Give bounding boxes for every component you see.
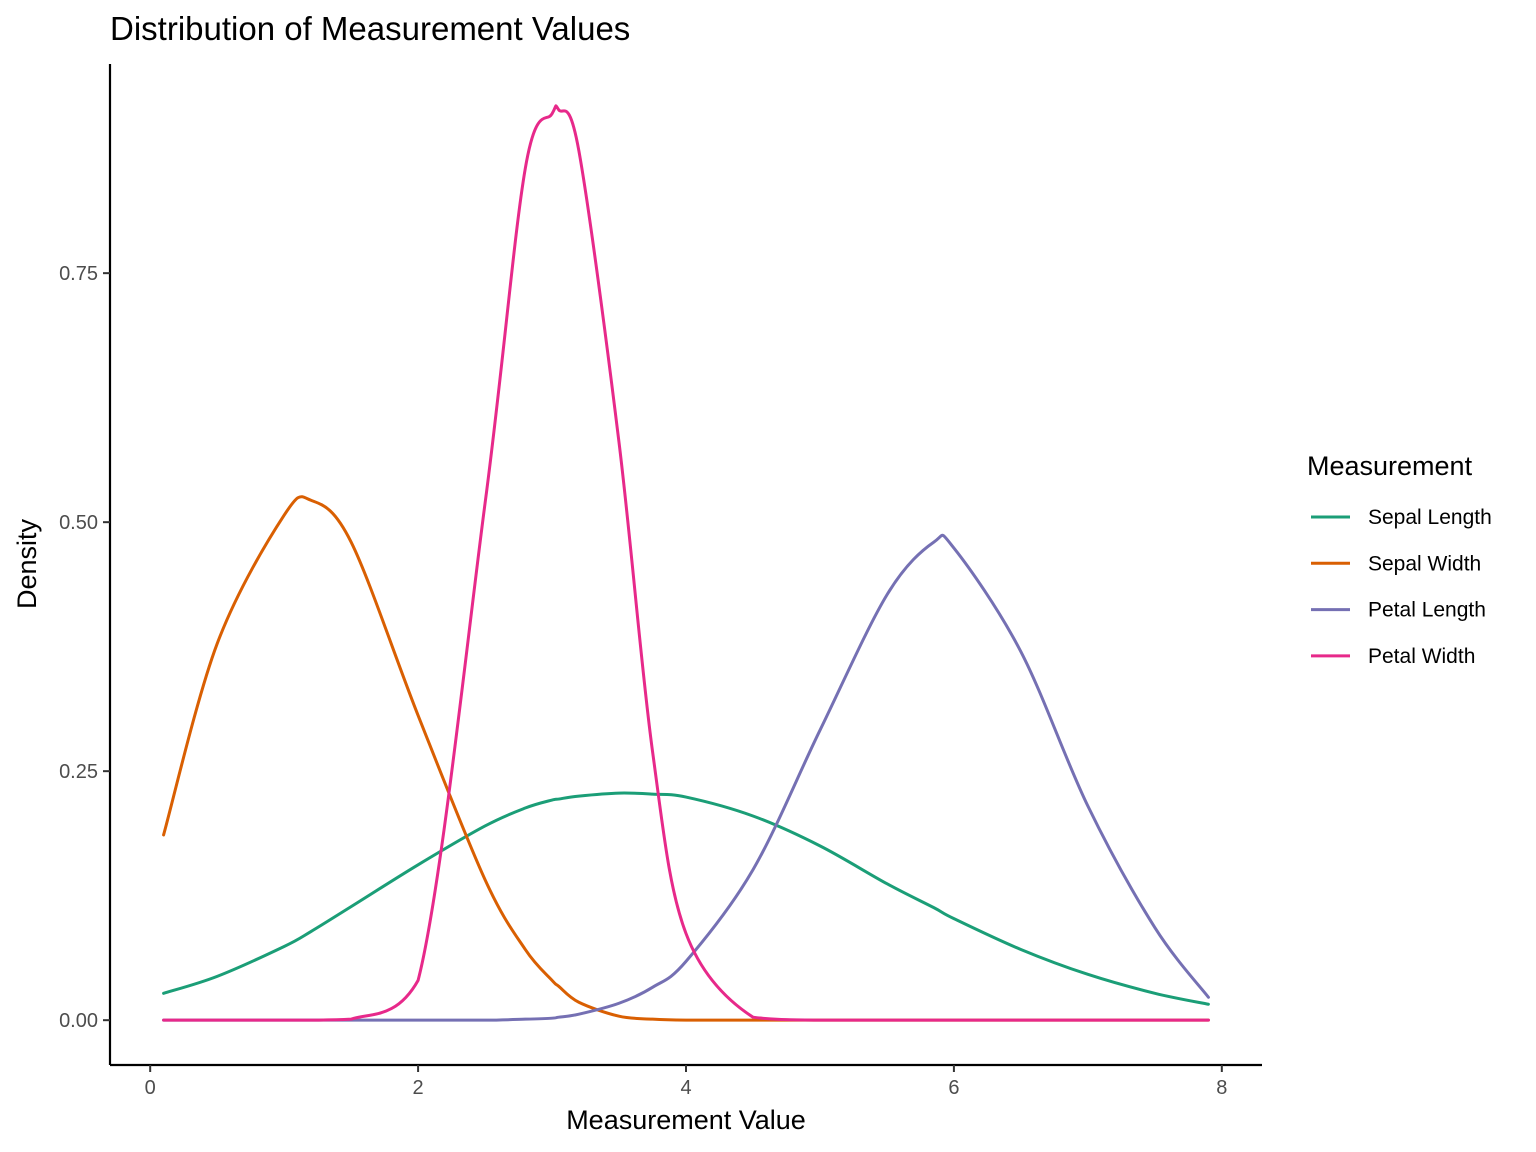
y-tick-label: 0.25 <box>59 761 98 783</box>
series-line-petal-width <box>162 104 1210 1022</box>
legend-item-sepal-width: Sepal Width <box>1311 552 1481 575</box>
plot-area: 0.00 0.25 0.50 0.75 0 2 4 6 8 <box>59 64 1262 1099</box>
x-tick-label: 4 <box>680 1077 691 1099</box>
legend: Measurement Sepal Length Sepal Width Petal… <box>1307 451 1492 668</box>
legend-label: Sepal Length <box>1368 506 1492 529</box>
legend-label: Petal Width <box>1368 645 1475 668</box>
x-tick-label: 0 <box>145 1077 156 1099</box>
legend-items: Sepal Length Sepal Width Petal Length Petal… <box>1311 506 1492 668</box>
series-line-sepal-width <box>162 495 1210 1022</box>
legend-item-petal-length: Petal Length <box>1311 599 1486 622</box>
legend-title: Measurement <box>1307 451 1473 481</box>
y-axis-ticks: 0.00 0.25 0.50 0.75 <box>59 263 110 1032</box>
y-tick-label: 0.00 <box>59 1010 98 1032</box>
legend-label: Sepal Width <box>1368 552 1481 575</box>
series-line-sepal-length <box>162 791 1210 1006</box>
series-line-petal-length <box>162 533 1210 1022</box>
series-layer <box>162 104 1210 1022</box>
y-tick-label: 0.50 <box>59 512 98 534</box>
legend-item-sepal-length: Sepal Length <box>1311 506 1492 529</box>
legend-item-petal-width: Petal Width <box>1311 645 1475 668</box>
y-tick-label: 0.75 <box>59 263 98 285</box>
chart-title: Distribution of Measurement Values <box>110 10 630 47</box>
legend-label: Petal Length <box>1368 599 1486 622</box>
x-axis-title: Measurement Value <box>566 1105 806 1135</box>
x-tick-label: 2 <box>413 1077 424 1099</box>
x-tick-label: 6 <box>948 1077 959 1099</box>
y-axis-title: Density <box>12 518 42 609</box>
x-tick-label: 8 <box>1216 1077 1227 1099</box>
x-axis-ticks: 0 2 4 6 8 <box>145 1065 1227 1099</box>
